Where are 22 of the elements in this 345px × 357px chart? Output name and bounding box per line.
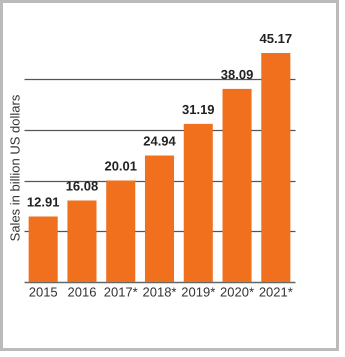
x-tick-label: 2020* bbox=[220, 284, 254, 300]
data-label: 24.94 bbox=[143, 134, 177, 149]
bar bbox=[67, 200, 96, 282]
bar bbox=[222, 88, 252, 282]
x-tick-label: 2016 bbox=[68, 284, 96, 300]
bar bbox=[106, 180, 136, 282]
bar bbox=[261, 53, 290, 282]
x-tick-label: 2015 bbox=[28, 284, 58, 300]
bar bbox=[144, 156, 174, 282]
x-tick-label: 2017* bbox=[104, 284, 138, 300]
x-tick-label: 2018* bbox=[142, 284, 176, 300]
data-label: 31.19 bbox=[182, 102, 215, 117]
x-tick-label: 2019* bbox=[181, 284, 216, 300]
x-tick-label: 2021* bbox=[258, 284, 293, 300]
data-label: 16.08 bbox=[66, 178, 98, 194]
bar bbox=[184, 124, 213, 282]
bar bbox=[28, 216, 58, 282]
data-label: 12.91 bbox=[26, 194, 60, 210]
data-label: 20.01 bbox=[104, 158, 138, 174]
data-label: 45.17 bbox=[260, 31, 292, 46]
data-label: 38.09 bbox=[220, 66, 254, 82]
y-axis-title: Sales in billion US dollars bbox=[8, 94, 22, 242]
